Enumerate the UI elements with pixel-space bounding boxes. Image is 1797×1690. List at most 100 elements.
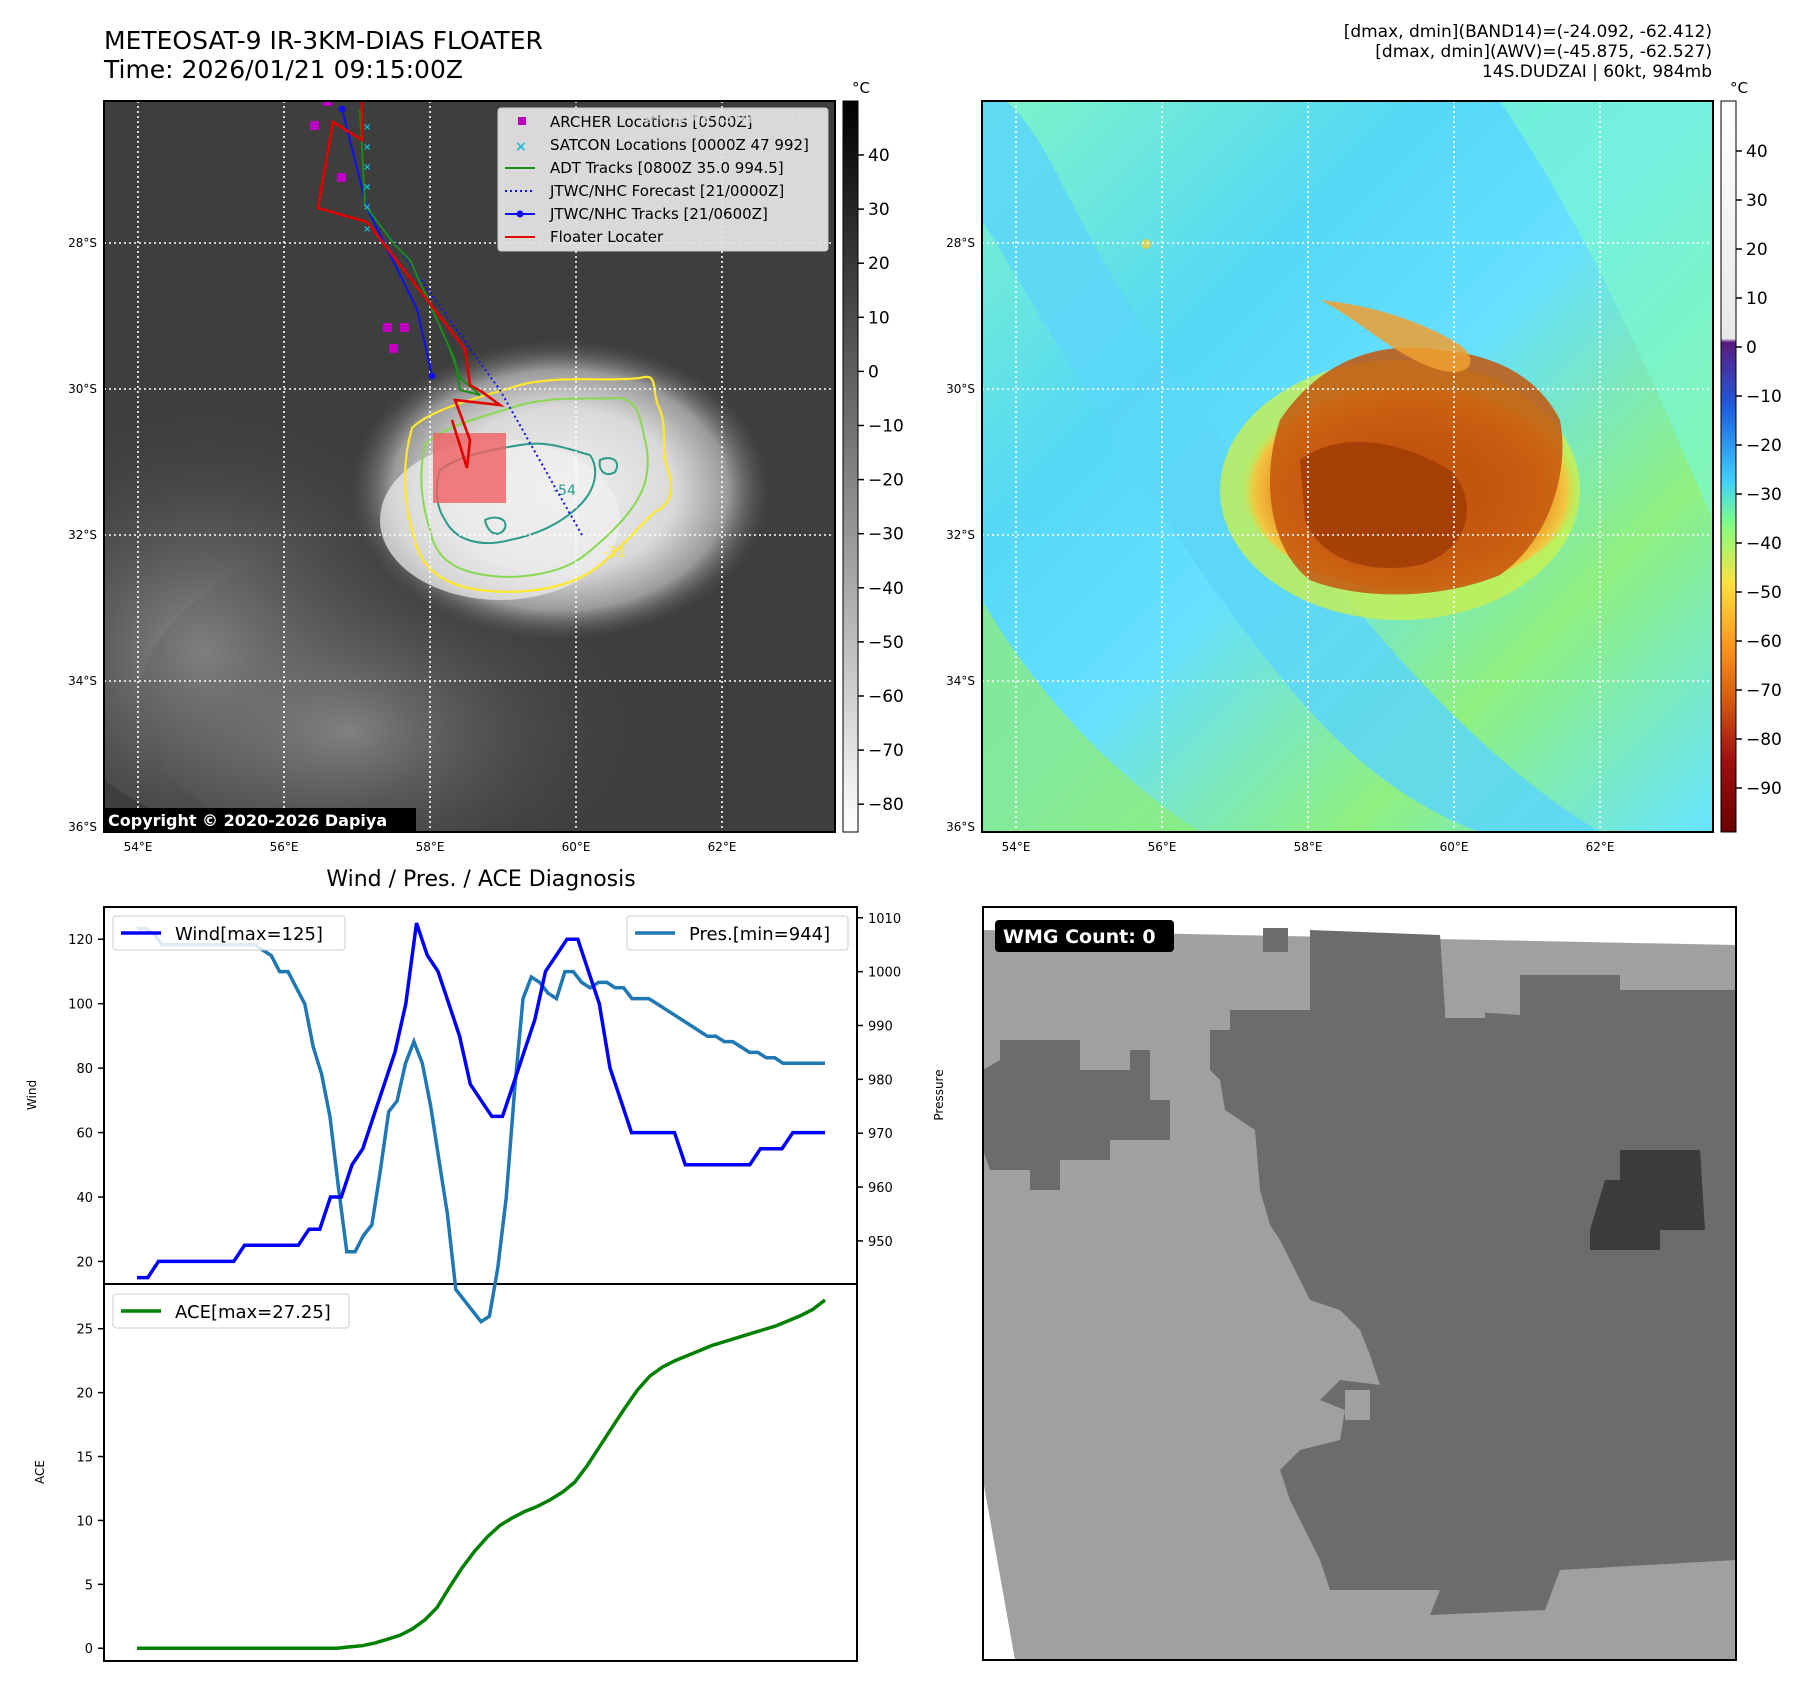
svg-text:×: × [363,122,371,133]
awv-colorbar-tick: −90 [1746,779,1782,799]
svg-text:×: × [363,162,371,173]
awv-colorbar-tick: 20 [1746,240,1768,260]
svg-text:×: × [363,202,371,213]
legend-floater: Floater Locater [550,228,664,246]
svg-text:×: × [363,142,371,153]
ir-colorbar-tick: 20 [868,254,890,274]
pressure-axis-label: Pressure [932,1069,946,1120]
ace-axis-tick: 25 [76,1323,93,1338]
wmg-count-text: WMG Count: 0 [1003,926,1156,948]
wind-series-line [137,922,825,1280]
wind-legend-text: Wind[max=125] [175,924,323,945]
awv-lat-label: 30°S [946,382,975,396]
awv-colorbar-tick: −80 [1746,730,1782,750]
ace-axis-tick: 20 [76,1387,93,1402]
wind-legend: Wind[max=125] [112,915,346,951]
awv-lon-label: 54°E [1002,840,1031,854]
figure-stats-block: [dmax, dmin](BAND14)=(-24.092, -62.412) … [1344,22,1712,82]
ir-colorbar-tick: 10 [868,308,890,328]
awv-lat-label: 34°S [946,674,975,688]
awv-image [982,101,1713,832]
awv-colorbar-tick: 10 [1746,289,1768,309]
copyright-box [104,808,416,832]
pressure-axis-ticks: 950 960 970 980 990 1000 1010 [857,912,901,1250]
awv-colorbar-ticks: 40 30 20 10 0 −10 −20 −30 −40 −50 −60 −70 −80 −90 [1736,142,1782,799]
ir-lat-label: 36°S [68,820,97,834]
awv-colorbar-tick: 40 [1746,142,1768,162]
ir-colorbar-tick: 40 [868,146,890,166]
ir-lat-label: 32°S [68,528,97,542]
ir-colorbar-tick: −50 [868,633,904,653]
awv-lon-label: 62°E [1586,840,1615,854]
ir-lon-label: 58°E [416,840,445,854]
ace-axis-tick: 15 [76,1451,93,1466]
ir-lon-label: 56°E [270,840,299,854]
ir-lon-label: 54°E [124,840,153,854]
diagnosis-title: Wind / Pres. / ACE Diagnosis [326,867,635,892]
awv-lon-labels: 54°E 56°E 58°E 60°E 62°E [1002,840,1615,854]
awv-colorbar-tick: −60 [1746,632,1782,652]
ir-lat-label: 34°S [68,674,97,688]
awv-lon-label: 60°E [1440,840,1469,854]
ace-legend-text: ACE[max=27.25] [175,1302,331,1323]
wind-axis-tick: 40 [76,1191,93,1206]
ace-axis-tick: 0 [85,1642,93,1657]
figure-title: METEOSAT-9 IR-3KM-DIAS FLOATER [104,26,543,55]
pres-legend-text: Pres.[min=944] [689,924,830,945]
eumetsat-watermark: © EUMETSAT 2026 [640,108,807,127]
awv-colorbar-tick: −40 [1746,534,1782,554]
awv-frame [981,100,1714,833]
ir-legend: × ARCHER Locations [0500Z] SATCON Locati… [497,107,829,252]
awv-lat-label: 36°S [946,820,975,834]
pressure-axis-tick: 960 [868,1181,893,1196]
awv-lat-label: 32°S [946,528,975,542]
ace-axis-label: ACE [33,1460,47,1484]
storm-info: 14S.DUDZAI | 60kt, 984mb [1481,62,1712,82]
ace-frame [103,1283,858,1662]
ir-colorbar-ticks: 40 30 20 10 0 −10 −20 −30 −40 −50 −60 −70 −80 [858,146,904,815]
wind-axis-tick: 120 [68,933,93,948]
ace-axis-tick: 5 [85,1578,93,1593]
wind-axis-tick: 100 [68,998,93,1013]
ace-axis-ticks: 0 5 10 15 20 25 [76,1323,104,1657]
ir-colorbar-tick: −10 [868,417,904,437]
ir-lat-label: 30°S [68,382,97,396]
ir-lon-label: 60°E [562,840,591,854]
pressure-axis-tick: 970 [868,1127,893,1142]
wind-axis-tick: 20 [76,1255,93,1270]
figure-title-block: METEOSAT-9 IR-3KM-DIAS FLOATER Time: 202… [104,26,543,84]
svg-text:-31: -31 [603,545,626,561]
ir-frame [103,100,836,833]
pressure-axis-tick: 1010 [868,912,901,927]
wmg-frame [982,906,1737,1661]
awv-gridlines [982,101,1713,832]
ir-colorbar-unit: °C [852,79,870,97]
ace-legend: ACE[max=27.25] [112,1293,350,1329]
awv-colorbar-tick: 0 [1746,338,1757,358]
svg-text:×: × [363,182,371,193]
ir-colorbar [842,100,859,833]
wind-pres-frame [103,906,858,1285]
awv-lon-label: 58°E [1294,840,1323,854]
pressure-axis-tick: 990 [868,1019,893,1034]
ir-colorbar-tick: 0 [868,362,879,382]
pres-legend: Pres.[min=944] [626,915,849,951]
ir-colorbar-tick: −80 [868,795,904,815]
ir-colorbar-tick: −60 [868,687,904,707]
ace-series-line [137,1298,827,1650]
awv-colorbar [1720,100,1737,833]
legend-jtwc-forecast: JTWC/NHC Forecast [21/0000Z] [549,182,784,200]
ir-lon-labels: 54°E 56°E 58°E 60°E 62°E [124,840,737,854]
awv-lon-label: 56°E [1148,840,1177,854]
wind-axis-ticks: 20 40 60 80 100 120 [68,933,104,1270]
awv-colorbar-tick: −10 [1746,387,1782,407]
wind-axis-tick: 80 [76,1062,93,1077]
awv-colorbar-tick: 30 [1746,191,1768,211]
figure-time: Time: 2026/01/21 09:15:00Z [104,55,463,84]
ir-gridlines [104,101,835,832]
pressure-axis-tick: 980 [868,1073,893,1088]
legend-jtwc-tracks: JTWC/NHC Tracks [21/0600Z] [549,205,768,223]
legend-archer: ARCHER Locations [0500Z] [550,113,753,131]
awv-colorbar-tick: −20 [1746,436,1782,456]
awv-colorbar-tick: −70 [1746,681,1782,701]
